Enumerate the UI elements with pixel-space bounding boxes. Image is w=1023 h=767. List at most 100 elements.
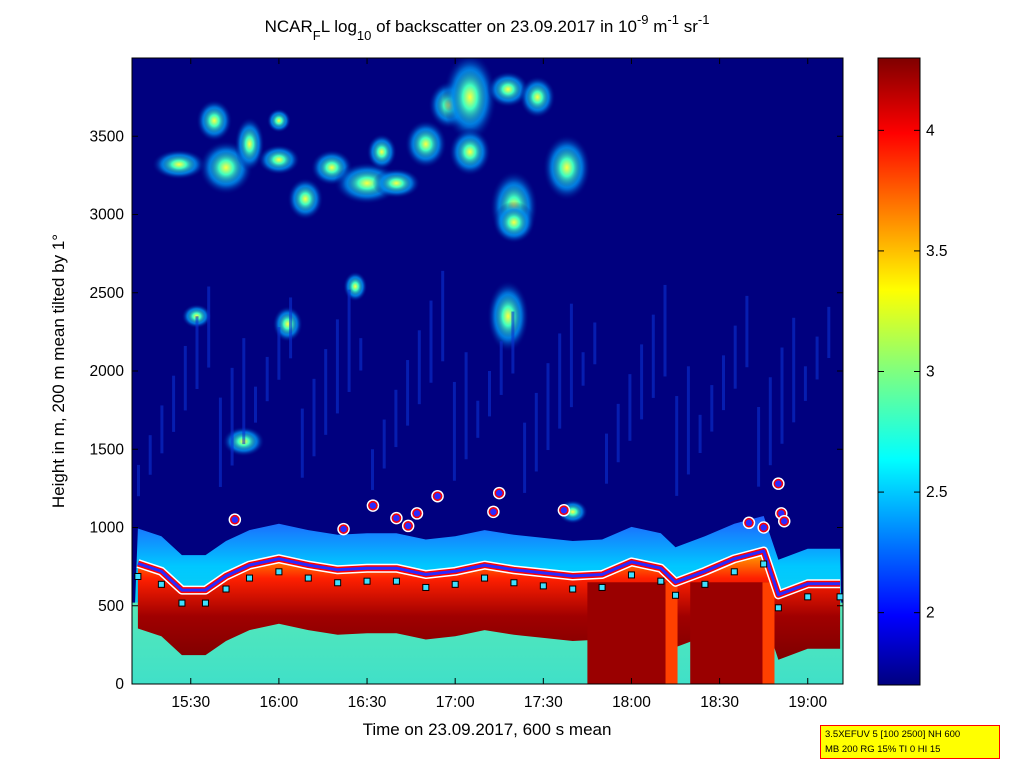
colorbar <box>877 57 921 686</box>
layer-square-marker <box>222 585 230 593</box>
backscatter-streak <box>289 297 293 359</box>
layer-square-marker <box>657 577 665 585</box>
backscatter-streak <box>148 435 152 475</box>
aerosol-patch-core <box>161 154 198 175</box>
aerosol-patch-core <box>499 208 528 237</box>
aerosol-patch-core <box>347 276 364 297</box>
backscatter-streak <box>406 360 410 426</box>
backscatter-streak <box>569 303 573 408</box>
aerosol-patch-core <box>270 112 287 129</box>
backscatter-streak <box>605 433 608 484</box>
backscatter-streak <box>499 341 503 395</box>
precipitation-edge <box>665 582 678 684</box>
backscatter-streak <box>616 403 620 463</box>
backscatter-streak <box>488 371 491 417</box>
x-tick-label: 17:30 <box>524 694 563 711</box>
backscatter-streak <box>698 414 702 454</box>
backscatter-streak <box>523 422 527 493</box>
backscatter-streak <box>265 356 269 402</box>
aerosol-patch-core <box>277 312 298 337</box>
precipitation-column <box>690 582 773 684</box>
elevated-detection-ring <box>744 518 754 528</box>
aerosol-patch-core <box>293 184 318 213</box>
layer-square-marker <box>275 568 283 576</box>
x-axis-ticks: 15:30 16:00 16:30 17:00 17:30 18:00 18:30 19:00 <box>171 58 828 711</box>
backscatter-streak <box>429 300 433 383</box>
backscatter-streak <box>312 378 316 457</box>
layer-square-marker <box>246 574 254 582</box>
y-axis-ticks: 0 500 1000 1500 2000 2500 3000 3500 <box>90 128 843 693</box>
aerosol-patch-core <box>525 83 550 112</box>
layer-square-marker <box>304 574 312 582</box>
layer-square-marker <box>598 583 606 591</box>
backscatter-streak <box>757 406 761 487</box>
aerosol-patch-core <box>451 67 488 128</box>
backscatter-streak <box>207 286 211 368</box>
y-tick-label: 1500 <box>90 441 125 458</box>
colorbar-tick-label: 2.5 <box>926 484 948 501</box>
backscatter-streak <box>803 366 807 401</box>
upper-aerosol-patches <box>137 58 831 524</box>
elevated-detection-ring <box>403 521 413 531</box>
backscatter-streak <box>137 464 140 497</box>
backscatter-streak <box>511 311 515 374</box>
x-tick-label: 16:30 <box>348 694 387 711</box>
backscatter-streak <box>300 408 304 478</box>
layer-square-marker <box>510 579 518 587</box>
backscatter-streak <box>254 386 257 423</box>
elevated-detection-ring <box>368 500 378 511</box>
x-axis-label: Time on 23.09.2017, 600 s mean <box>363 720 612 739</box>
layer-square-marker <box>569 585 577 593</box>
elevated-detection-ring <box>494 488 505 498</box>
aerosol-patch-core <box>202 106 227 135</box>
backscatter-streak <box>686 366 690 475</box>
backscatter-streak <box>242 338 246 445</box>
colorbar-tick-label: 3.5 <box>926 243 948 260</box>
boundary-layer <box>132 516 843 684</box>
info-line-2: MB 200 RG 15% TI 0 HI 15 <box>825 744 941 755</box>
backscatter-streak <box>581 352 585 386</box>
x-tick-label: 18:00 <box>612 694 651 711</box>
elevated-detection-ring <box>432 491 443 501</box>
layer-square-marker <box>178 599 186 607</box>
backscatter-streak <box>347 289 351 392</box>
aerosol-patch-core <box>550 145 583 190</box>
elevated-detection-ring <box>412 508 422 519</box>
x-tick-label: 19:00 <box>788 694 827 711</box>
backscatter-streak <box>558 333 562 429</box>
colorbar-tick-label: 3 <box>926 364 935 381</box>
backscatter-streak <box>230 367 234 466</box>
backscatter-streak <box>780 347 784 444</box>
backscatter-streak <box>628 374 632 441</box>
cloud-base-series <box>134 477 843 612</box>
backscatter-streak <box>417 330 421 405</box>
backscatter-streak <box>464 352 468 460</box>
layer-square-marker <box>201 599 209 607</box>
backscatter-streak <box>160 405 164 454</box>
aerosol-patch-core <box>411 128 440 161</box>
backscatter-streak <box>593 322 597 365</box>
aerosol-patch-core <box>371 139 392 164</box>
precipitation-edge <box>762 582 775 684</box>
elevated-detection-ring <box>338 524 349 534</box>
layer-square-marker <box>701 580 709 588</box>
x-tick-label: 17:00 <box>436 694 475 711</box>
elevated-detection-ring <box>391 513 402 523</box>
backscatter-streak <box>534 392 538 472</box>
backscatter-streak <box>745 295 749 368</box>
layer-square-marker <box>627 571 635 579</box>
layer-square-marker <box>157 580 165 588</box>
colorbar-ticks: 2 2.5 3 3.5 4 <box>878 122 948 622</box>
layer-square-marker <box>334 579 342 587</box>
layer-square-marker <box>451 580 459 588</box>
backscatter-streak <box>476 400 480 438</box>
layer-square-marker <box>730 568 738 576</box>
backscatter-streak <box>546 363 550 451</box>
backscatter-streak <box>768 377 772 466</box>
x-tick-label: 15:30 <box>171 694 210 711</box>
y-tick-label: 1000 <box>90 520 125 537</box>
aerosol-patch-core <box>455 135 484 168</box>
aerosol-patch-core <box>208 149 245 186</box>
backscatter-streak <box>792 317 796 423</box>
backscatter-streak <box>172 375 176 432</box>
